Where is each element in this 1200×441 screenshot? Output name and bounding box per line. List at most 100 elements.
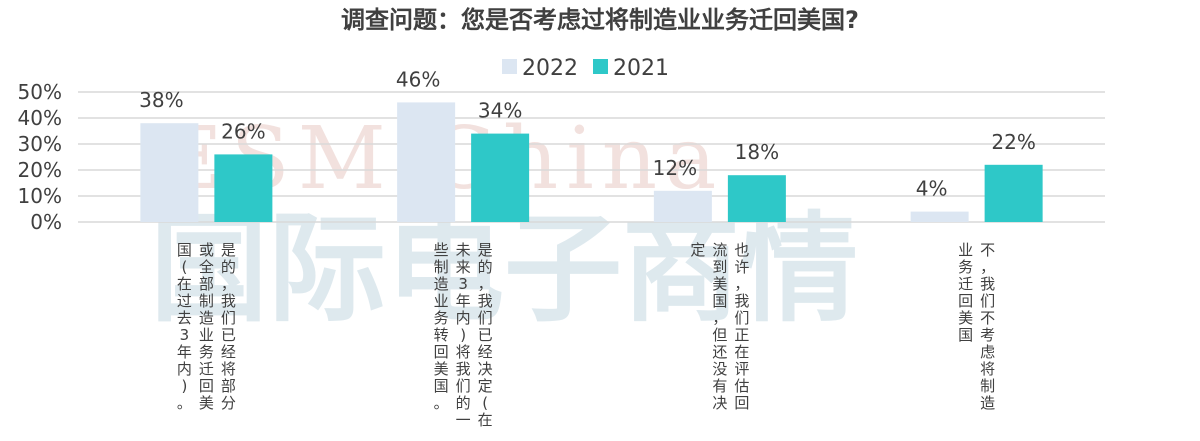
category-label-char: 部 [199, 275, 214, 293]
category-label-char: 未 [456, 241, 471, 259]
category-label-char: 美 [958, 309, 973, 327]
category-label-char: 将 [456, 343, 471, 361]
category-label-char: 务 [958, 258, 973, 276]
category-label-char: 造 [199, 309, 214, 327]
category-label-line: 流到美国，但还没有决 [712, 241, 727, 412]
y-tick-label: 30% [18, 132, 62, 156]
data-label-2022-cat4: 4% [916, 177, 948, 201]
category-label-char: 也 [734, 241, 749, 259]
category-label-char: 我 [980, 275, 995, 293]
category-label-char: 务 [434, 309, 449, 327]
category-label-char: 全 [199, 258, 214, 276]
bar-2022-cat1 [140, 123, 199, 222]
category-label-char: 还 [712, 343, 727, 361]
category-label-char: 已 [221, 326, 236, 344]
y-tick-label: 20% [18, 158, 62, 182]
category-label-char: 经 [478, 343, 493, 361]
category-label-char: 评 [734, 360, 749, 378]
category-label-char: 回 [734, 394, 749, 412]
category-label-char: 许 [734, 258, 749, 276]
category-label-char: 国 [434, 377, 449, 395]
category-label-char: 业 [434, 292, 449, 310]
chart-title: 调查问题：您是否考虑过将制造业业务迁回美国? [341, 6, 859, 34]
category-label-line: 些制造业务转回美国。 [434, 241, 449, 412]
category-label-char: 但 [712, 326, 727, 344]
category-label-char: 制 [980, 377, 995, 395]
category-label-char: 有 [712, 377, 727, 395]
legend-label-2021: 2021 [613, 56, 669, 81]
category-label-char: 美 [434, 360, 449, 378]
category-label-char: 业 [199, 326, 214, 344]
category-label-line: 业务迁回美国 [958, 241, 973, 344]
category-label-char: 不 [980, 241, 995, 259]
category-label-char: 到 [712, 258, 727, 276]
y-axis: 0%10%20%30%40%50% [18, 80, 62, 234]
category-label-char: 些 [434, 241, 449, 259]
category-label-char: 虑 [980, 343, 995, 361]
category-label-char: 年 [177, 343, 192, 361]
legend-label-2022: 2022 [522, 56, 578, 81]
category-label-char: 不 [980, 309, 995, 327]
category-label-char: 迁 [199, 360, 214, 378]
category-label-char: 美 [712, 275, 727, 293]
category-label-char: 业 [958, 241, 973, 259]
legend-swatch-2021 [593, 59, 608, 74]
bar-2022-cat3 [653, 190, 712, 222]
category-label-char: 我 [456, 360, 471, 378]
category-label-line: 是的，我们已经将部分 [221, 241, 236, 412]
category-label-char: 内 [456, 309, 471, 327]
y-tick-label: 50% [18, 80, 62, 104]
data-label-2022-cat1: 38% [139, 88, 183, 112]
category-label-char: 3 [180, 326, 190, 344]
category-label-line: 也许，我们正在评估回 [734, 241, 749, 412]
category-label-char: 或 [199, 241, 214, 259]
category-label-char: 年 [456, 292, 471, 310]
category-label-char: 过 [177, 292, 192, 310]
bar-2022-cat2 [397, 102, 456, 222]
category-label-char: 制 [434, 258, 449, 276]
category-label-char: ( [482, 394, 488, 412]
category-label-char: 是 [221, 241, 236, 259]
category-label-char: 回 [434, 343, 449, 361]
y-tick-label: 40% [18, 106, 62, 130]
category-label-char: 在 [177, 275, 192, 293]
category-label-char: ， [478, 275, 493, 293]
category-label-char: 流 [712, 241, 727, 259]
category-label-line: 定 [690, 241, 705, 259]
category-label-char: 的 [456, 394, 471, 412]
category-label-char: 。 [434, 394, 449, 412]
category-label-char: ， [734, 275, 749, 293]
data-label-2021-cat2: 34% [478, 99, 522, 123]
category-label-char: 决 [478, 360, 493, 378]
category-label-char: ) [460, 326, 466, 344]
category-label-char: 造 [434, 275, 449, 293]
category-label-char: 转 [434, 326, 449, 344]
y-tick-label: 10% [18, 184, 62, 208]
data-label-2022-cat2: 46% [396, 67, 440, 91]
category-label-char: 我 [221, 292, 236, 310]
category-label-line: 国(在过去 3 年内)。 [177, 241, 192, 412]
category-label-char: 务 [199, 343, 214, 361]
category-label-char: 在 [478, 411, 493, 429]
category-label-char: 没 [712, 360, 727, 378]
category-label-char: 的 [478, 258, 493, 276]
category-label-char: ( [181, 258, 187, 276]
category-label-char: 一 [456, 411, 471, 429]
category-label-char: 们 [478, 309, 493, 327]
category-label-char: 迁 [958, 275, 973, 293]
category-label-char: 造 [980, 394, 995, 412]
category-label-char: 我 [478, 292, 493, 310]
category-label-char: 将 [221, 360, 236, 378]
category-label-char: 定 [690, 241, 705, 259]
category-label-char: 国 [958, 326, 973, 344]
category-label-char: 考 [980, 326, 995, 344]
category-label-char: 估 [734, 377, 749, 395]
category-label-char: 我 [734, 292, 749, 310]
legend-swatch-2022 [502, 59, 517, 74]
category-label-char: 正 [734, 326, 749, 344]
category-label-char: 们 [734, 309, 749, 327]
category-label-char: 回 [958, 292, 973, 310]
category-label-char: 决 [712, 394, 727, 412]
